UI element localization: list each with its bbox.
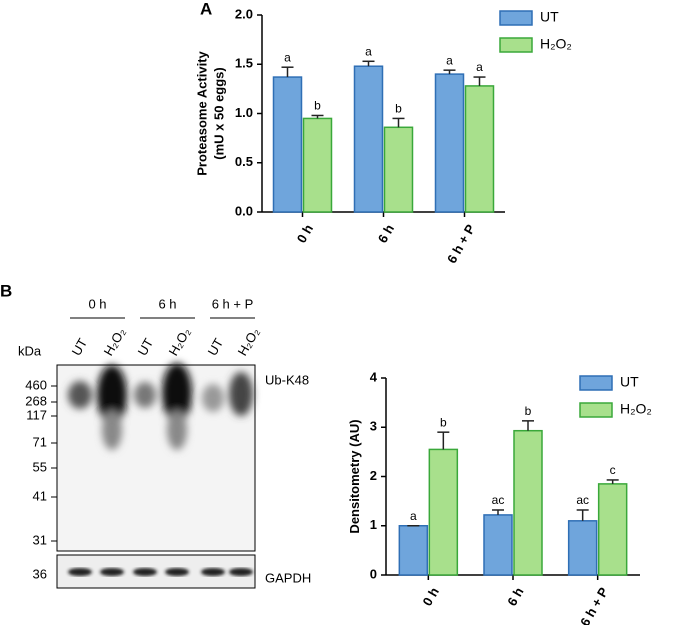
bar	[567, 520, 598, 576]
significance-letter: a	[284, 50, 291, 64]
error-bar	[362, 60, 375, 67]
bar	[383, 126, 414, 213]
legend-swatch	[499, 10, 533, 26]
significance-letter: a	[476, 60, 483, 74]
legend-swatch	[579, 402, 613, 418]
lane-label: UT	[135, 336, 157, 359]
significance-letter: ac	[576, 493, 589, 507]
y-tick-label: 3	[370, 419, 377, 434]
error-bar	[311, 114, 324, 119]
error-bar	[392, 117, 405, 128]
legend-label: H₂O₂	[620, 401, 652, 417]
y-axis-label-line: Proteasome Activity	[195, 50, 210, 175]
error-bar	[443, 69, 456, 75]
bar	[353, 65, 384, 213]
loading-label: GAPDH	[265, 570, 311, 585]
error-bar	[473, 76, 486, 86]
bar	[398, 525, 429, 576]
legend-label: UT	[540, 9, 559, 25]
error-bar	[281, 66, 294, 78]
bar	[302, 117, 333, 213]
significance-letter: a	[410, 509, 417, 523]
significance-letter: c	[610, 463, 616, 477]
lane-label: UT	[69, 336, 91, 359]
lane-label: H₂O₂	[235, 325, 263, 358]
marker-label: 117	[26, 407, 47, 422]
panel-label: A	[200, 0, 212, 18]
legend-label: H₂O₂	[540, 36, 572, 52]
y-tick-label: 0.5	[235, 154, 253, 169]
y-axis-label: Densitometry (AU)	[347, 419, 362, 533]
y-tick-label: 1	[370, 517, 377, 532]
y-tick-label: 4	[370, 369, 378, 384]
y-tick-label: 0.0	[235, 203, 253, 218]
marker-label: 31	[33, 532, 47, 547]
target-label: Ub-K48	[265, 372, 309, 387]
error-bar	[606, 479, 619, 484]
marker-label: 460	[25, 377, 47, 392]
marker-label: 71	[33, 434, 47, 449]
y-axis-label: Proteasome Activity (mU x 50 eggs)	[195, 50, 227, 175]
y-tick-label: 0	[370, 566, 377, 581]
bar	[464, 85, 495, 213]
x-tick-label: 6 h	[504, 585, 526, 609]
x-tick-label: 6 h + P	[444, 221, 478, 265]
bar	[483, 514, 513, 576]
marker-label: 36	[33, 566, 47, 581]
panel-label: B	[0, 281, 12, 300]
legend-swatch	[579, 375, 613, 391]
y-axis-label-line: (mU x 50 eggs)	[212, 67, 227, 159]
x-tick-label: 6 h + P	[577, 584, 611, 625]
x-tick-label: 6 h	[375, 222, 397, 246]
marker-label: 55	[33, 459, 47, 474]
significance-letter: b	[395, 102, 402, 116]
group-label: 6 h	[158, 296, 176, 311]
y-tick-label: 1.5	[235, 56, 253, 71]
significance-letter: a	[446, 53, 453, 67]
marker-label: 268	[25, 393, 47, 408]
group-label: 6 h + P	[212, 296, 254, 311]
significance-letter: b	[440, 415, 447, 429]
bar	[434, 73, 465, 213]
blot-image	[56, 363, 256, 589]
marker-label: 41	[33, 488, 47, 503]
group-label: 0 h	[88, 296, 106, 311]
bar	[597, 483, 628, 576]
legend-label: UT	[620, 374, 639, 390]
error-bar	[522, 420, 534, 431]
y-tick-label: 2.0	[235, 6, 253, 21]
error-bar	[576, 509, 589, 521]
significance-letter: b	[314, 99, 321, 113]
y-tick-label: 2	[370, 468, 377, 483]
x-tick-label: 0 h	[420, 585, 442, 609]
y-axis-label-line: Densitometry (AU)	[347, 419, 362, 533]
legend-swatch	[499, 37, 533, 53]
error-bar	[437, 431, 450, 450]
significance-letter: a	[365, 44, 372, 58]
bar	[272, 76, 303, 213]
error-bar	[492, 509, 504, 515]
bar	[428, 448, 459, 576]
significance-letter: b	[525, 404, 532, 418]
lane-label: H₂O₂	[166, 325, 194, 358]
lane-label: H₂O₂	[101, 325, 129, 358]
y-tick-label: 1.0	[235, 105, 253, 120]
lane-label: UT	[205, 336, 227, 359]
x-tick-label: 0 h	[294, 222, 316, 246]
unit-label: kDa	[18, 343, 42, 358]
bar	[513, 429, 543, 576]
significance-letter: ac	[492, 493, 505, 507]
